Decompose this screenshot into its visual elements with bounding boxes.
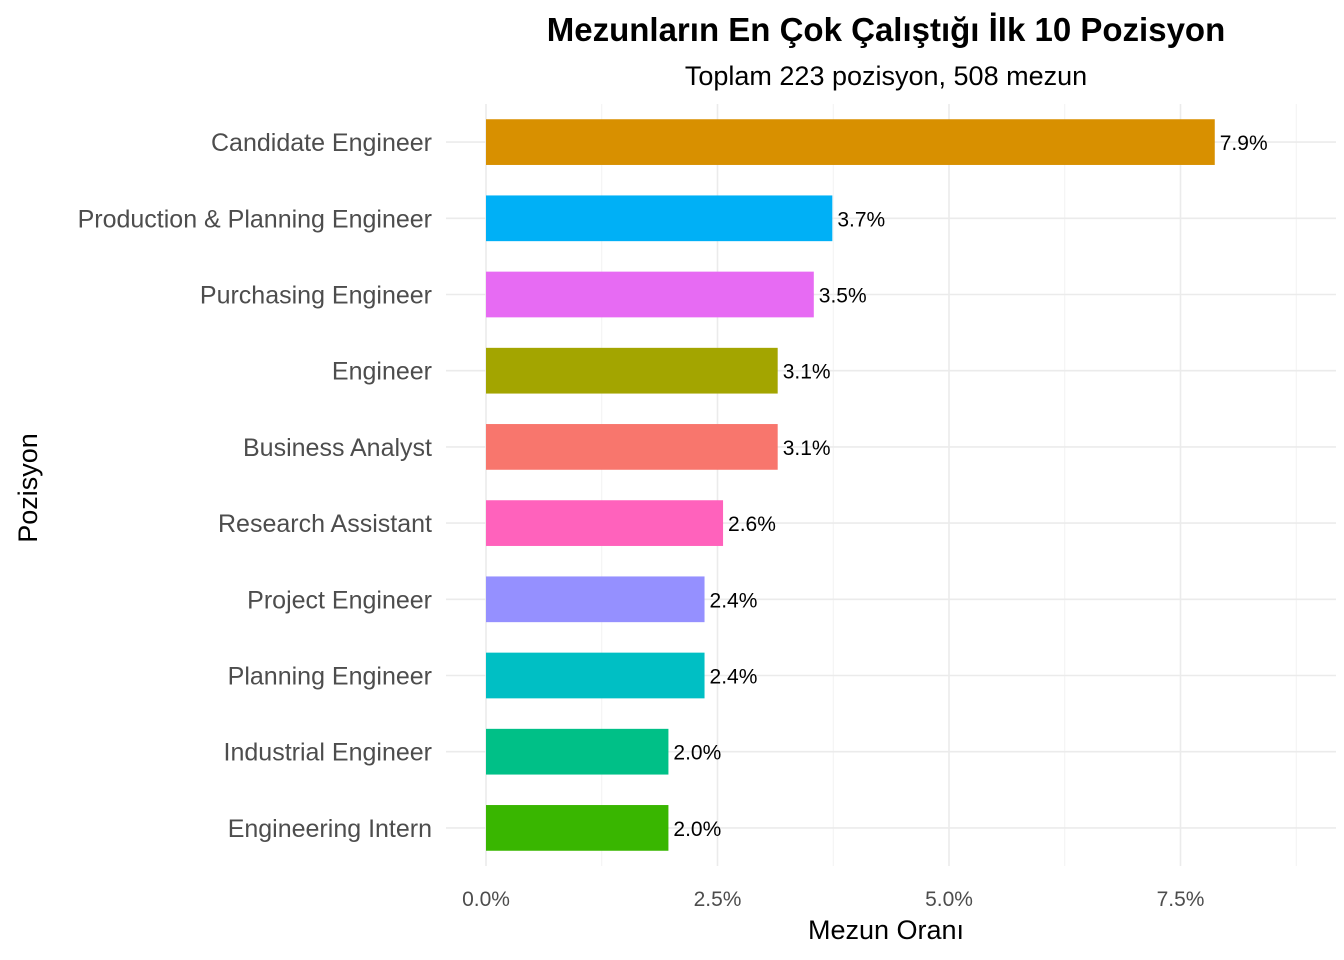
category-label: Purchasing Engineer	[200, 282, 432, 310]
category-label: Candidate Engineer	[211, 129, 432, 157]
data-label: 2.4%	[710, 589, 758, 612]
bar	[486, 500, 724, 546]
data-label: 3.1%	[783, 361, 831, 384]
bar	[486, 805, 669, 851]
category-label: Business Analyst	[243, 434, 432, 462]
x-tick-label: 7.5%	[1157, 888, 1205, 911]
bar	[486, 652, 705, 699]
category-label: Production & Planning Engineer	[78, 205, 432, 233]
data-label: 3.1%	[783, 437, 831, 460]
x-axis-title: Mezun Oranı	[808, 915, 964, 945]
data-label: 2.0%	[673, 742, 721, 765]
bar	[486, 195, 833, 242]
x-tick-label: 2.5%	[694, 888, 742, 911]
x-tick-label: 0.0%	[462, 888, 510, 911]
data-label: 2.0%	[673, 818, 721, 841]
data-label: 2.4%	[710, 666, 758, 689]
data-label: 3.5%	[819, 285, 867, 308]
chart-subtitle: Toplam 223 pozisyon, 508 mezun	[685, 61, 1087, 91]
bar	[486, 347, 778, 394]
bar	[486, 119, 1215, 165]
data-label: 2.6%	[728, 513, 776, 536]
category-label: Research Assistant	[218, 510, 432, 538]
x-tick-label: 5.0%	[925, 888, 973, 911]
category-label: Engineering Intern	[228, 815, 432, 843]
chart-title: Mezunların En Çok Çalıştığı İlk 10 Pozis…	[547, 11, 1225, 48]
data-labels: 7.9% 3.7% 3.5% 3.1% 3.1% 2.6% 2.4% 2.4% 2.0% 2.0%	[673, 132, 1267, 841]
category-label: Industrial Engineer	[224, 739, 432, 767]
y-axis-title: Pozisyon	[13, 433, 43, 543]
category-label: Engineer	[332, 358, 432, 386]
category-label: Planning Engineer	[228, 663, 432, 691]
bars	[486, 119, 1215, 851]
x-tick-labels: 0.0% 2.5% 5.0% 7.5%	[462, 888, 1204, 911]
bar	[486, 728, 669, 775]
category-label: Project Engineer	[247, 586, 432, 614]
bar	[486, 576, 705, 623]
bar	[486, 271, 814, 318]
data-label: 7.9%	[1220, 132, 1268, 155]
bar	[486, 424, 778, 470]
data-label: 3.7%	[837, 208, 885, 231]
category-labels: Candidate Engineer Production & Planning …	[78, 129, 432, 843]
